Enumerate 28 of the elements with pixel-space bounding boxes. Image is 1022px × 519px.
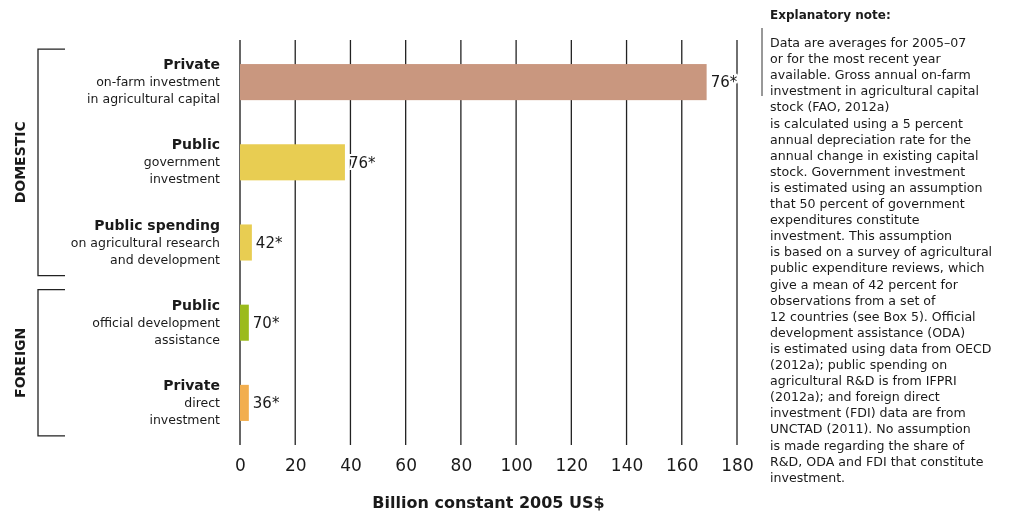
x-tick-label: 160 — [666, 455, 699, 476]
text: Explanatory note: — [770, 8, 891, 22]
y-tick-label: Private direct investment — [149, 376, 221, 427]
x-tick-label: 180 — [721, 455, 754, 476]
x-tick-label: 120 — [555, 455, 589, 476]
x-tick-label: 0 — [235, 455, 246, 476]
y-tick-label: Public government investment — [143, 136, 221, 187]
bar — [240, 144, 345, 181]
x-tick-label: 40 — [340, 455, 362, 476]
annotation: 42* — [255, 233, 283, 252]
text: DOMESTIC — [12, 121, 28, 204]
y-tick-label: Public spending on agricultural research and development — [70, 216, 221, 267]
x-tick-label: 140 — [610, 455, 644, 476]
x-tick-label: 100 — [500, 455, 533, 476]
bar — [240, 224, 252, 261]
x-axis-title: Billion constant 2005 US$ — [372, 493, 605, 512]
x-tick-label: 60 — [395, 455, 417, 476]
bar — [240, 304, 249, 341]
x-tick-label: 80 — [450, 455, 473, 476]
y-tick-label: Private on-farm investment in agricultural capital — [87, 56, 221, 107]
x-tick-label: 20 — [284, 455, 307, 476]
bar — [240, 384, 249, 421]
y-tick-label: Public official development assistance — [92, 296, 221, 347]
bar — [240, 64, 707, 101]
text: Data are averages for 2005–07 or for the most recent year available. Gross annual on-farm investment in agricultural capital stock (FAO, 2012a) is calculated using a 5 percent annual depreciation rate for the annual change in existing capital stock. Government investment is estimated using an assumption that 50 percent of government expenditures constitute investment. This assumption is based on a survey of agricultural public expenditure reviews, which give a mean of 42 percent for observations from a set of 12 countries (see Box 5). Official development assistance (ODA) is estimated using data from OECD (2012a); public spending on agricultural R&D is from IFPRI (2012a); and foreign direct investment (FDI) data are from UNCTAD (2011). No assumption is made regarding the share of R&D, ODA and FDI that constitute investment. — [770, 35, 993, 485]
text: FOREIGN — [12, 327, 28, 398]
annotation: 36* — [252, 394, 280, 413]
annotation: 70* — [252, 313, 280, 332]
